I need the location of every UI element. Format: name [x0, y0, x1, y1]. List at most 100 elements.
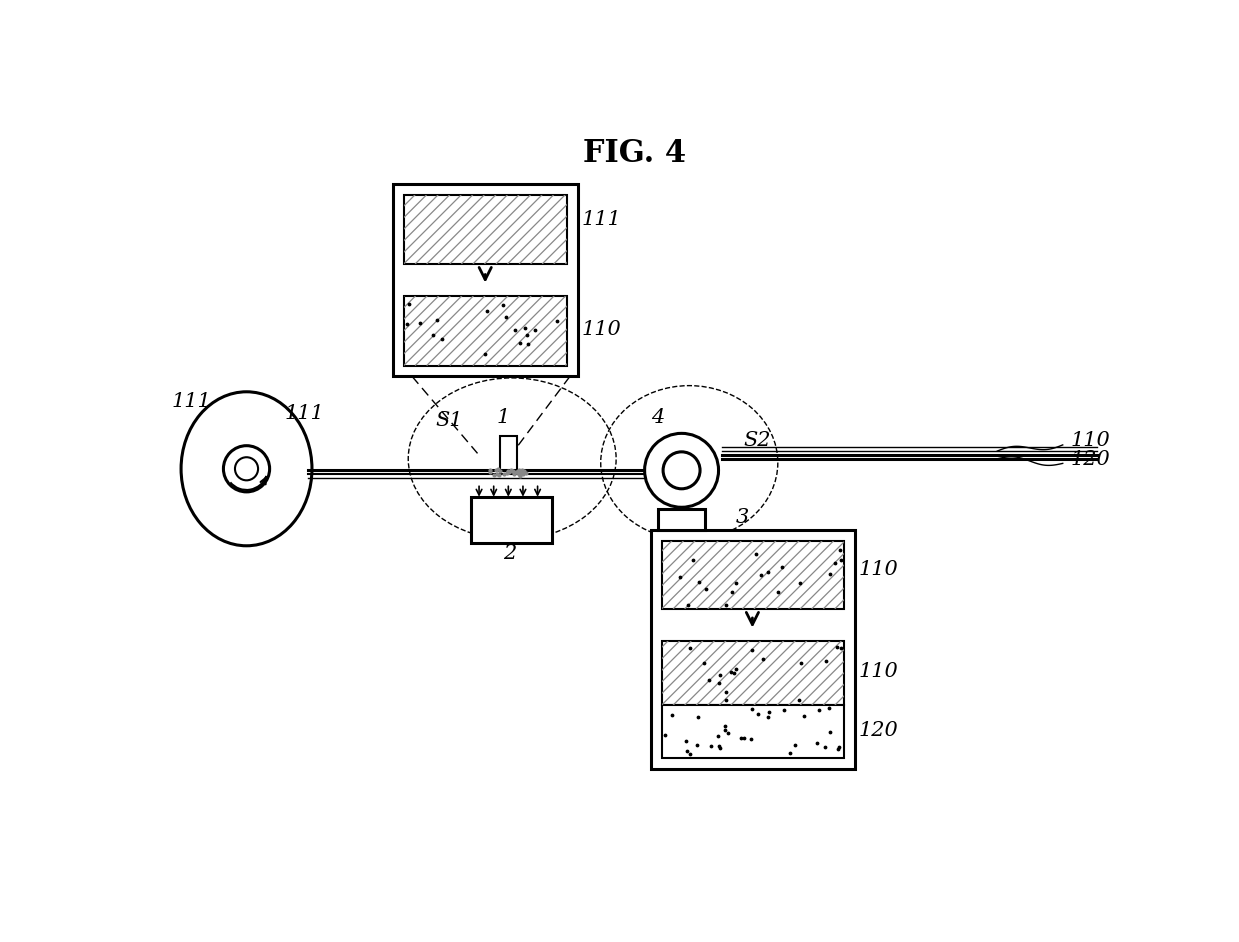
- Text: 111: 111: [172, 392, 212, 411]
- Point: [751, 568, 771, 583]
- Point: [422, 328, 442, 343]
- Point: [709, 728, 729, 743]
- Point: [676, 734, 696, 749]
- Point: [512, 465, 532, 480]
- Text: 110: 110: [859, 560, 898, 579]
- Circle shape: [644, 433, 719, 508]
- Circle shape: [223, 446, 270, 492]
- Point: [680, 641, 700, 656]
- Point: [828, 741, 847, 756]
- Point: [831, 552, 851, 567]
- Point: [475, 347, 494, 362]
- Point: [731, 731, 751, 746]
- Point: [716, 597, 736, 612]
- Point: [726, 576, 746, 591]
- Point: [709, 739, 729, 754]
- Point: [512, 463, 532, 478]
- Point: [509, 466, 529, 481]
- Point: [502, 463, 522, 479]
- Text: 120: 120: [1070, 450, 1110, 469]
- Point: [507, 464, 527, 479]
- Point: [819, 700, 839, 715]
- Point: [509, 466, 529, 481]
- Point: [683, 553, 703, 568]
- Point: [427, 312, 447, 327]
- Point: [506, 464, 525, 479]
- Point: [709, 676, 729, 691]
- Point: [489, 467, 509, 482]
- Point: [710, 741, 730, 756]
- Point: [830, 542, 850, 557]
- Point: [410, 316, 430, 331]
- Point: [503, 463, 523, 479]
- Point: [815, 739, 835, 755]
- Bar: [499, 435, 517, 470]
- Point: [715, 719, 735, 734]
- Point: [678, 597, 698, 612]
- Point: [497, 310, 517, 325]
- Point: [716, 692, 736, 707]
- Bar: [658, 509, 705, 530]
- Point: [794, 708, 814, 723]
- Point: [396, 317, 416, 332]
- Point: [517, 327, 536, 342]
- Point: [809, 703, 829, 718]
- Text: FIG. 4: FIG. 4: [584, 138, 686, 169]
- Point: [815, 653, 835, 668]
- Point: [696, 581, 716, 596]
- Point: [689, 575, 709, 590]
- Point: [498, 463, 518, 479]
- Point: [779, 746, 799, 761]
- Point: [829, 739, 849, 755]
- Point: [431, 332, 451, 347]
- Point: [513, 466, 533, 481]
- Point: [680, 747, 700, 762]
- Point: [548, 314, 567, 329]
- Point: [790, 576, 810, 591]
- Point: [504, 466, 524, 481]
- Text: 111: 111: [581, 210, 621, 230]
- Point: [483, 467, 503, 482]
- Point: [510, 335, 530, 350]
- Bar: [662, 642, 844, 706]
- Point: [504, 322, 524, 337]
- Point: [748, 706, 768, 722]
- Point: [498, 464, 518, 479]
- Point: [512, 463, 532, 479]
- Point: [753, 652, 773, 667]
- Bar: [471, 497, 553, 544]
- Point: [518, 337, 538, 352]
- Point: [721, 584, 741, 599]
- Point: [497, 465, 517, 480]
- Point: [525, 322, 545, 337]
- Point: [695, 656, 715, 671]
- Bar: [393, 184, 577, 377]
- Point: [481, 464, 501, 479]
- Point: [399, 297, 419, 312]
- Bar: [404, 297, 566, 365]
- Point: [774, 703, 794, 718]
- Text: 110: 110: [1070, 430, 1110, 449]
- Text: 120: 120: [859, 721, 898, 740]
- Point: [726, 661, 746, 676]
- Text: 111: 111: [285, 404, 325, 423]
- Point: [477, 303, 497, 318]
- Point: [486, 463, 506, 478]
- Point: [700, 739, 720, 754]
- Point: [710, 668, 730, 683]
- Point: [719, 725, 738, 740]
- Point: [831, 641, 851, 656]
- Point: [678, 743, 698, 758]
- Bar: [662, 541, 844, 609]
- Point: [510, 468, 530, 483]
- Point: [655, 727, 675, 742]
- Point: [826, 640, 846, 655]
- Point: [768, 584, 788, 599]
- Point: [514, 320, 534, 335]
- Bar: [662, 706, 844, 758]
- Point: [670, 569, 690, 584]
- Point: [746, 546, 766, 561]
- Point: [488, 462, 508, 477]
- Point: [481, 463, 501, 478]
- Point: [699, 673, 719, 688]
